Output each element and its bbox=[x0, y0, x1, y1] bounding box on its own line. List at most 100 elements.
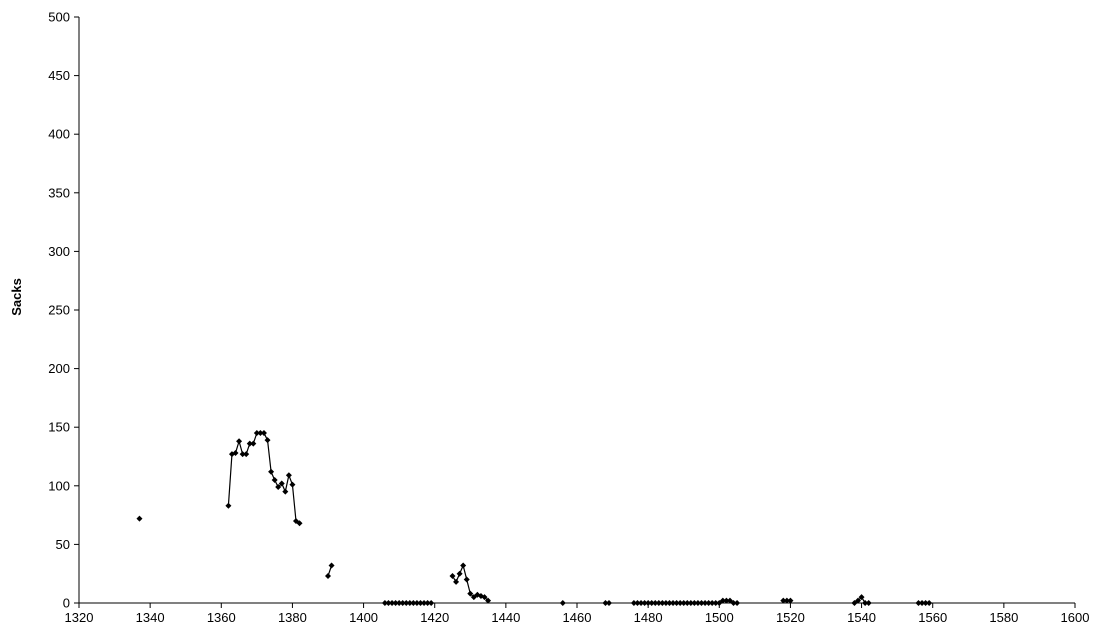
x-tick-label: 1420 bbox=[420, 610, 449, 625]
data-point bbox=[243, 451, 250, 458]
data-point bbox=[424, 600, 431, 606]
data-point bbox=[638, 600, 645, 606]
data-point bbox=[634, 600, 641, 606]
data-point bbox=[684, 600, 691, 606]
data-point bbox=[865, 600, 872, 606]
x-tick-label: 1440 bbox=[491, 610, 520, 625]
data-point bbox=[922, 600, 929, 606]
data-point bbox=[712, 600, 719, 606]
data-point bbox=[406, 600, 413, 606]
data-point bbox=[410, 600, 417, 606]
data-point bbox=[680, 600, 687, 606]
data-point bbox=[268, 468, 275, 475]
x-tick-label: 1520 bbox=[776, 610, 805, 625]
x-tick-label: 1580 bbox=[989, 610, 1018, 625]
data-point bbox=[421, 600, 428, 606]
data-point bbox=[463, 576, 470, 583]
x-axis-ticks: 1320 1340 1360 1380 1400 1420 1440 1460 1480 1500… bbox=[65, 603, 1090, 625]
y-tick-label: 100 bbox=[48, 478, 70, 493]
y-tick-label: 400 bbox=[48, 127, 70, 142]
y-axis-ticks: 0 50 100 150 200 250 300 350 400 450 500 bbox=[48, 10, 79, 611]
data-point bbox=[670, 600, 677, 606]
series-points bbox=[136, 430, 933, 606]
data-point bbox=[449, 573, 456, 580]
x-tick-label: 1600 bbox=[1061, 610, 1090, 625]
data-point bbox=[655, 600, 662, 606]
data-point bbox=[659, 600, 666, 606]
data-point bbox=[858, 594, 865, 601]
data-point bbox=[648, 600, 655, 606]
data-point bbox=[730, 600, 737, 606]
data-point bbox=[460, 562, 467, 569]
data-point bbox=[246, 440, 253, 447]
y-tick-label: 0 bbox=[63, 596, 70, 611]
data-point bbox=[926, 600, 933, 606]
x-tick-label: 1480 bbox=[634, 610, 663, 625]
data-point bbox=[236, 438, 243, 445]
data-point bbox=[257, 430, 264, 437]
x-tick-label: 1540 bbox=[847, 610, 876, 625]
y-tick-label: 50 bbox=[56, 537, 70, 552]
y-tick-label: 250 bbox=[48, 303, 70, 318]
data-point bbox=[232, 449, 239, 456]
data-point bbox=[282, 488, 289, 495]
data-point bbox=[428, 600, 435, 606]
data-point bbox=[606, 600, 613, 606]
data-point bbox=[389, 600, 396, 606]
data-point bbox=[289, 481, 296, 488]
data-point bbox=[456, 570, 463, 577]
series-lines bbox=[227, 432, 930, 604]
data-point bbox=[855, 597, 862, 604]
data-point bbox=[271, 476, 278, 483]
x-tick-label: 1360 bbox=[207, 610, 236, 625]
data-point bbox=[396, 600, 403, 606]
y-tick-label: 350 bbox=[48, 185, 70, 200]
data-point bbox=[260, 430, 267, 437]
data-point bbox=[709, 600, 716, 606]
data-point bbox=[783, 597, 790, 604]
data-point bbox=[662, 600, 669, 606]
data-point bbox=[673, 600, 680, 606]
data-point bbox=[630, 600, 637, 606]
data-point bbox=[239, 451, 246, 458]
data-point bbox=[275, 483, 282, 490]
data-point bbox=[694, 600, 701, 606]
data-point bbox=[296, 520, 303, 527]
data-point bbox=[919, 600, 926, 606]
data-point bbox=[559, 600, 566, 606]
y-tick-label: 500 bbox=[48, 10, 70, 25]
data-point bbox=[392, 600, 399, 606]
data-point bbox=[780, 597, 787, 604]
data-point bbox=[253, 430, 260, 437]
data-point bbox=[723, 597, 730, 604]
data-point bbox=[225, 502, 232, 509]
data-point bbox=[467, 590, 474, 597]
data-point bbox=[915, 600, 922, 606]
data-point bbox=[787, 597, 794, 604]
data-point bbox=[250, 440, 257, 447]
data-point bbox=[641, 600, 648, 606]
y-tick-label: 300 bbox=[48, 244, 70, 259]
y-tick-label: 450 bbox=[48, 68, 70, 83]
data-point bbox=[652, 600, 659, 606]
x-tick-label: 1380 bbox=[278, 610, 307, 625]
x-tick-label: 1320 bbox=[65, 610, 94, 625]
data-point bbox=[734, 600, 741, 606]
data-point bbox=[325, 573, 331, 580]
data-point bbox=[705, 600, 712, 606]
data-point bbox=[698, 600, 705, 606]
data-point bbox=[602, 600, 609, 606]
data-point bbox=[399, 600, 406, 606]
x-tick-label: 1400 bbox=[349, 610, 378, 625]
data-point bbox=[481, 594, 488, 601]
data-point bbox=[285, 472, 292, 479]
y-axis-title: Sacks bbox=[9, 278, 24, 316]
data-point bbox=[278, 480, 285, 487]
data-point bbox=[385, 600, 392, 606]
x-tick-label: 1500 bbox=[705, 610, 734, 625]
data-point bbox=[862, 600, 869, 606]
data-point bbox=[666, 600, 673, 606]
x-tick-label: 1460 bbox=[563, 610, 592, 625]
data-point bbox=[677, 600, 684, 606]
